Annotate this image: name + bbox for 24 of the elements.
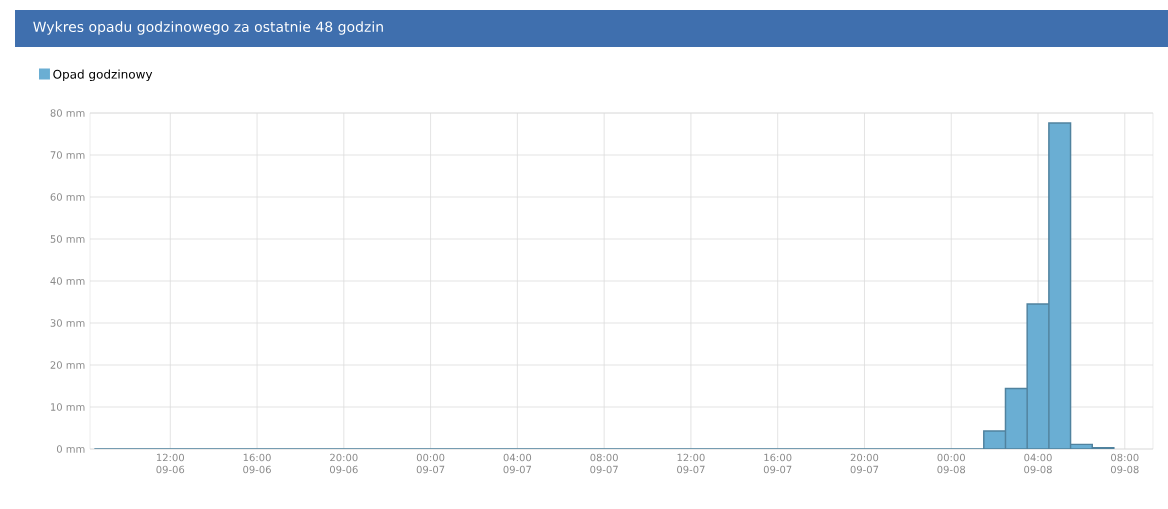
y-tick-label: 70 mm bbox=[50, 151, 85, 159]
x-tick-label: 16:00 09-07 bbox=[763, 453, 792, 474]
x-tick-label: 04:00 09-08 bbox=[1024, 453, 1052, 474]
x-tick-label: 20:00 09-07 bbox=[850, 453, 879, 474]
x-tick-label: 20:00 09-06 bbox=[329, 453, 358, 474]
y-tick-label: 60 mm bbox=[50, 193, 85, 201]
y-tick-label: 0 mm bbox=[56, 445, 85, 453]
y-tick-label: 30 mm bbox=[50, 319, 85, 327]
x-tick-label: 08:00 09-08 bbox=[1110, 453, 1139, 474]
legend-label: Opad godzinowy bbox=[53, 69, 153, 82]
y-tick-label: 50 mm bbox=[50, 235, 85, 243]
chart-title: Wykres opadu godzinowego za ostatnie 48 godzin bbox=[33, 21, 383, 35]
x-tick-label: 16:00 09-06 bbox=[243, 453, 271, 474]
x-tick-label: 00:00 09-07 bbox=[416, 453, 445, 474]
y-tick-label: 20 mm bbox=[50, 361, 85, 369]
y-tick-label: 10 mm bbox=[51, 403, 85, 411]
bar bbox=[1027, 304, 1049, 449]
x-tick-label: 04:00 09-07 bbox=[503, 453, 532, 474]
x-tick-label: 08:00 09-07 bbox=[590, 453, 618, 474]
y-tick-label: 40 mm bbox=[50, 277, 85, 285]
x-tick-label: 12:00 09-06 bbox=[156, 453, 185, 474]
x-tick-label: 12:00 09-07 bbox=[677, 453, 705, 474]
x-tick-label: 00:00 09-08 bbox=[937, 453, 966, 474]
y-tick-label: 80 mm bbox=[50, 109, 85, 117]
